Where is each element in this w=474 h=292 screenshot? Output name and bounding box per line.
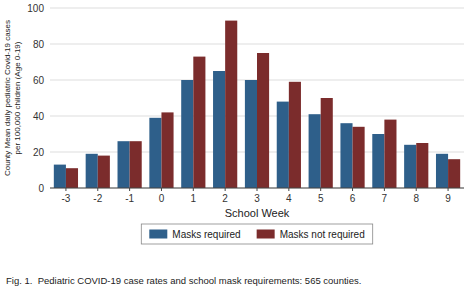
y-tick-label: 60 [33, 75, 45, 86]
y-tick-label: 20 [33, 147, 45, 158]
x-tick-label: -2 [93, 193, 102, 204]
x-axis-label: School Week [225, 207, 290, 219]
caption: Fig. 1. Pediatric COVID-19 case rates an… [6, 275, 361, 286]
y-axis-label: County Mean daily pediatric Covid-19 cas… [3, 20, 22, 176]
bar [384, 120, 396, 188]
x-tick [384, 188, 385, 191]
bar [257, 53, 269, 188]
x-tick [193, 188, 194, 191]
x-tick [65, 188, 66, 191]
legend-swatch [257, 230, 275, 239]
grid-line [50, 44, 464, 45]
bar [130, 141, 142, 188]
bar [118, 141, 130, 188]
legend: Masks required Masks not required [141, 224, 372, 244]
x-tick-label: -3 [61, 193, 70, 204]
bar [289, 82, 301, 188]
legend-swatch [149, 230, 167, 239]
bar [149, 118, 161, 188]
bar [86, 154, 98, 188]
x-tick-label: 2 [222, 193, 228, 204]
bar [225, 21, 237, 188]
bar [161, 112, 173, 188]
bar [372, 134, 384, 188]
x-tick [129, 188, 130, 191]
y-tick-label: 80 [33, 39, 45, 50]
x-tick-label: 1 [191, 193, 197, 204]
legend-frame [141, 224, 372, 244]
bar [193, 57, 205, 188]
x-tick [225, 188, 226, 191]
x-tick-label: 8 [413, 193, 419, 204]
bar [54, 165, 66, 188]
bar [340, 123, 352, 188]
background [0, 0, 474, 292]
bar [309, 114, 321, 188]
x-tick-label: 7 [382, 193, 388, 204]
x-tick [320, 188, 321, 191]
bar [277, 102, 289, 188]
x-tick-label: 6 [350, 193, 356, 204]
bar [448, 159, 460, 188]
x-tick [352, 188, 353, 191]
x-tick [288, 188, 289, 191]
x-tick-label: 3 [254, 193, 260, 204]
bar [436, 154, 448, 188]
x-tick-label: 0 [159, 193, 165, 204]
bar [66, 168, 78, 188]
x-tick-label: 5 [318, 193, 324, 204]
x-tick-label: 4 [286, 193, 292, 204]
bar [181, 80, 193, 188]
legend-label: Masks not required [280, 229, 365, 240]
x-tick [97, 188, 98, 191]
y-tick-label: 40 [33, 111, 45, 122]
y-tick-label: 0 [38, 183, 44, 194]
bar [321, 98, 333, 188]
bar [353, 127, 365, 188]
chart-svg: 0 20 40 60 80 100 -3 -2 -1 0 1 2 3 4 5 6 7 8 9 School Week C… [0, 0, 474, 292]
y-grid [50, 8, 464, 188]
chart-container: 0 20 40 60 80 100 -3 -2 -1 0 1 2 3 4 5 6 7 8 9 School Week C… [0, 0, 474, 292]
x-tick-label: -1 [125, 193, 134, 204]
x-tick [416, 188, 417, 191]
bar [245, 80, 257, 188]
x-tick [257, 188, 258, 191]
bar [404, 145, 416, 188]
bars [54, 21, 460, 188]
bar [416, 143, 428, 188]
y-tick-label: 100 [27, 3, 44, 14]
x-tick [448, 188, 449, 191]
grid-line [50, 8, 464, 9]
legend-label: Masks required [172, 229, 240, 240]
bar [213, 71, 225, 188]
bar [98, 156, 110, 188]
y-axis-label-line: County Mean daily pediatric Covid-19 cas… [3, 20, 12, 176]
x-tick [161, 188, 162, 191]
y-axis-label-line: per 100,000 children (Age 0-19) [13, 41, 22, 154]
x-tick-label: 9 [445, 193, 451, 204]
